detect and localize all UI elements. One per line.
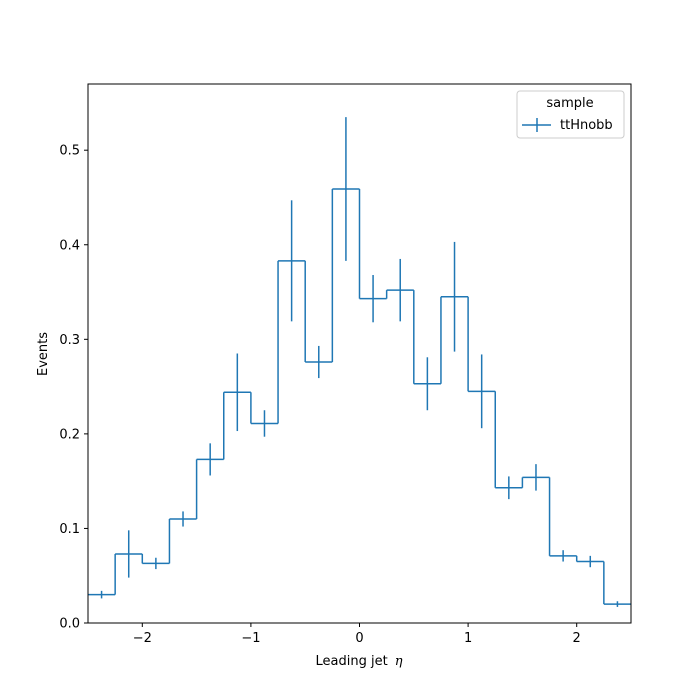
legend: sample ttHnobb bbox=[516, 90, 625, 139]
x-tick-label: 1 bbox=[464, 631, 472, 646]
y-axis-label: Events bbox=[36, 332, 51, 376]
y-tick-label: 0.5 bbox=[59, 144, 80, 159]
legend-box bbox=[516, 90, 625, 139]
y-tick-label: 0.1 bbox=[59, 522, 80, 537]
x-tick-label: −2 bbox=[133, 631, 152, 646]
legend-series-label: ttHnobb bbox=[560, 118, 613, 133]
x-axis-ticks: −2 −1 0 1 2 bbox=[133, 623, 581, 646]
y-tick-label: 0.3 bbox=[59, 333, 80, 348]
y-axis-ticks: 0.0 0.1 0.2 0.3 0.4 0.5 bbox=[59, 144, 88, 632]
x-tick-label: −1 bbox=[241, 631, 260, 646]
plot-area-background bbox=[88, 84, 631, 623]
y-tick-label: 0.0 bbox=[59, 617, 80, 632]
plot-content bbox=[88, 117, 631, 607]
x-tick-label: 2 bbox=[573, 631, 581, 646]
x-axis-label: Leading jet η bbox=[316, 654, 403, 669]
y-tick-label: 0.4 bbox=[59, 238, 80, 253]
legend-title: sample bbox=[546, 96, 593, 111]
y-tick-label: 0.2 bbox=[59, 427, 80, 442]
x-tick-label: 0 bbox=[355, 631, 363, 646]
